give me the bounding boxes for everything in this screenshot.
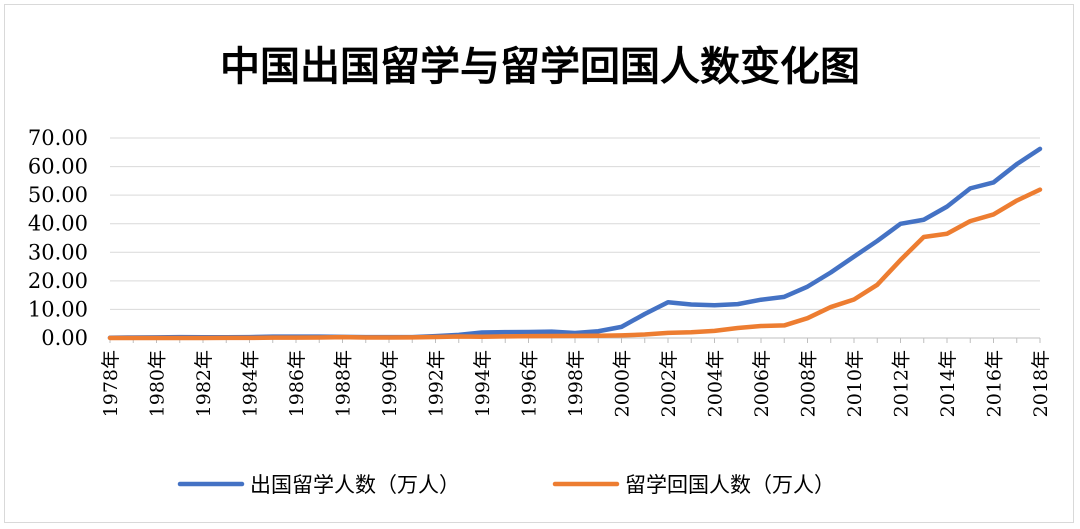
y-tick-label: 60.00	[28, 155, 88, 179]
gridlines	[110, 137, 1040, 339]
x-tick-label: 2010年	[844, 350, 866, 417]
x-axis-ticks: 1978年 1980年 1982年 1984年 1986年 1988年 1990年 1992年…	[100, 338, 1052, 417]
x-tick-label: 2002年	[658, 350, 680, 417]
series-line-2	[107, 187, 1043, 341]
y-tick-label: 30.00	[28, 240, 88, 264]
x-tick-label: 2008年	[798, 350, 820, 417]
y-tick-label: 10.00	[28, 297, 88, 321]
x-tick-label: 2006年	[751, 350, 773, 417]
legend: 出国留学人数（万人） 留学回国人数（万人）	[177, 473, 835, 497]
y-tick-label: 40.00	[28, 212, 88, 236]
x-tick-label: 2004年	[705, 350, 727, 417]
y-tick-label: 70.00	[28, 126, 88, 150]
legend-label: 留学回国人数（万人）	[625, 473, 835, 497]
x-tick-label: 1990年	[379, 350, 401, 417]
y-tick-label: 50.00	[28, 183, 88, 207]
x-tick-label: 1984年	[240, 350, 262, 417]
x-tick-label: 1982年	[193, 350, 215, 417]
x-tick-label: 1978年	[100, 350, 122, 417]
x-tick-label: 2012年	[891, 350, 913, 417]
x-tick-label: 2000年	[612, 350, 634, 417]
x-tick-label: 1996年	[519, 350, 541, 417]
y-tick-label: 20.00	[28, 269, 88, 293]
x-tick-label: 1980年	[147, 350, 169, 417]
x-tick-label: 1994年	[472, 350, 494, 417]
x-tick-label: 2014年	[937, 350, 959, 417]
x-tick-label: 2016年	[984, 350, 1006, 417]
series-lines	[107, 146, 1043, 341]
x-tick-label: 1988年	[333, 350, 355, 417]
x-tick-label: 1992年	[426, 350, 448, 417]
chart-title: 中国出国留学与留学回国人数变化图	[220, 44, 860, 90]
legend-label: 出国留学人数（万人）	[250, 473, 460, 497]
x-tick-label: 1998年	[565, 350, 587, 417]
y-tick-label: 0.00	[41, 326, 88, 350]
x-tick-label: 1986年	[286, 350, 308, 417]
x-tick-label: 2018年	[1030, 350, 1052, 417]
y-axis-ticks: 0.00 10.00 20.00 30.00 40.00 50.00 60.00 70.00	[28, 126, 88, 350]
